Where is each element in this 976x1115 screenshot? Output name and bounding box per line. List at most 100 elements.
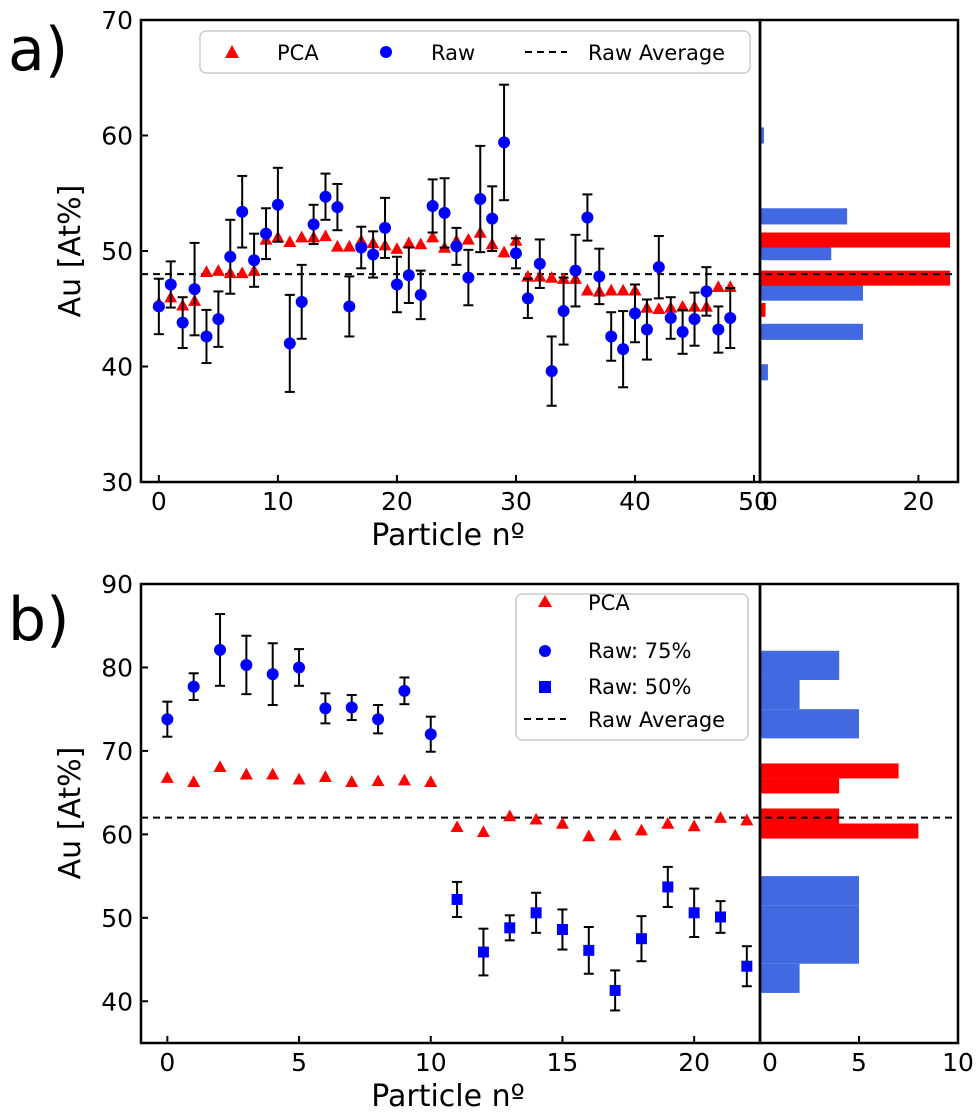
y-tick-label: 60 bbox=[101, 122, 133, 151]
raw-point bbox=[617, 343, 630, 356]
raw-point bbox=[343, 300, 356, 313]
hist-x-tick-label: 0 bbox=[762, 1048, 778, 1077]
pca-point bbox=[676, 299, 690, 312]
legend-raw75-marker bbox=[539, 645, 551, 657]
legend-raw50-label: Raw: 50% bbox=[588, 675, 691, 699]
pca-point bbox=[461, 232, 475, 245]
y-tick-label: 50 bbox=[101, 904, 133, 933]
hist-x-tick-label: 10 bbox=[942, 1048, 974, 1077]
histogram-bar-pca bbox=[760, 232, 951, 248]
raw-point bbox=[424, 728, 437, 741]
raw-point bbox=[200, 330, 213, 343]
raw-point bbox=[161, 713, 174, 726]
raw-point bbox=[236, 205, 249, 218]
histogram-bar-raw bbox=[760, 650, 840, 680]
raw-point bbox=[398, 684, 411, 697]
histogram-bar-raw bbox=[760, 323, 863, 340]
hist-x-tick-label: 5 bbox=[851, 1048, 867, 1077]
raw-point bbox=[438, 206, 451, 219]
y-tick-label: 80 bbox=[101, 653, 133, 682]
pca-point bbox=[529, 812, 543, 825]
pca-point bbox=[160, 771, 174, 783]
legend-raw-label: Raw bbox=[431, 41, 475, 65]
x-tick-label: 30 bbox=[500, 487, 532, 516]
raw-point bbox=[259, 227, 272, 240]
raw-point bbox=[664, 311, 677, 324]
pca-point bbox=[199, 265, 213, 277]
legend-pca-marker bbox=[538, 595, 552, 607]
pca-point bbox=[652, 302, 666, 314]
pca-point bbox=[555, 817, 569, 829]
raw-point bbox=[224, 250, 237, 263]
histogram-bar-pca bbox=[760, 808, 840, 824]
raw-point bbox=[367, 248, 380, 261]
raw-point bbox=[188, 283, 201, 296]
pca-point bbox=[723, 280, 737, 293]
pca-point bbox=[503, 809, 517, 822]
pca-point bbox=[616, 283, 630, 296]
x-axis-label: Particle nº bbox=[371, 518, 525, 553]
y-axis-label: Au [At%] bbox=[53, 747, 88, 880]
histogram-bar-pca bbox=[760, 270, 951, 286]
raw-point bbox=[152, 300, 165, 313]
pca-point bbox=[283, 235, 297, 247]
raw-point bbox=[271, 198, 284, 211]
pca-point bbox=[402, 236, 416, 249]
histogram-bar-pca bbox=[760, 778, 840, 794]
raw-point bbox=[521, 292, 534, 305]
legend-pca-label: PCA bbox=[277, 41, 319, 65]
raw-point bbox=[569, 264, 582, 277]
raw-point bbox=[676, 325, 689, 338]
pca-point bbox=[582, 829, 596, 842]
y-tick-label: 90 bbox=[101, 570, 133, 599]
legend-avg-label: Raw Average bbox=[588, 708, 725, 732]
pca-point bbox=[608, 828, 622, 841]
raw-point bbox=[605, 330, 618, 343]
raw-point bbox=[283, 337, 296, 350]
x-tick-label: 0 bbox=[159, 1048, 175, 1077]
raw-50-point bbox=[635, 933, 647, 945]
pca-point bbox=[740, 813, 754, 826]
raw-point bbox=[486, 212, 499, 225]
y-tick-label: 50 bbox=[101, 237, 133, 266]
pca-point bbox=[213, 760, 227, 772]
y-tick-label: 40 bbox=[101, 987, 133, 1016]
x-tick-label: 40 bbox=[619, 487, 651, 516]
y-tick-label: 70 bbox=[101, 737, 133, 766]
raw-point bbox=[724, 311, 737, 324]
raw-point bbox=[557, 305, 570, 318]
raw-point bbox=[266, 668, 279, 681]
pca-point bbox=[390, 242, 404, 254]
legend-raw-marker bbox=[380, 46, 392, 58]
legend bbox=[515, 593, 749, 741]
raw-point bbox=[187, 680, 200, 693]
raw-point bbox=[319, 702, 332, 715]
legend-raw50-marker bbox=[539, 681, 551, 693]
pca-point bbox=[687, 819, 701, 832]
histogram-bar-raw bbox=[760, 127, 764, 144]
x-tick-label: 20 bbox=[678, 1048, 710, 1077]
raw-point bbox=[462, 271, 475, 284]
x-tick-label: 10 bbox=[415, 1048, 447, 1077]
pca-point bbox=[497, 245, 511, 258]
raw-point bbox=[652, 261, 665, 274]
pca-point bbox=[426, 230, 440, 243]
raw-point bbox=[355, 241, 368, 254]
raw-point bbox=[390, 278, 403, 291]
pca-point bbox=[295, 230, 309, 243]
panel-label: b) bbox=[8, 585, 70, 655]
pca-point bbox=[342, 239, 356, 252]
pca-point bbox=[661, 817, 675, 829]
raw-50-point bbox=[688, 907, 700, 919]
raw-point bbox=[712, 323, 725, 336]
panel-label: a) bbox=[8, 15, 68, 85]
pca-point bbox=[345, 775, 359, 787]
raw-point bbox=[581, 211, 594, 224]
pca-point bbox=[634, 823, 648, 836]
legend-pca-marker bbox=[225, 45, 239, 58]
raw-50-point bbox=[530, 907, 542, 919]
pca-point bbox=[711, 280, 725, 293]
histogram-bar-raw bbox=[760, 905, 859, 935]
raw-50-point bbox=[714, 911, 726, 923]
raw-point bbox=[372, 713, 385, 726]
